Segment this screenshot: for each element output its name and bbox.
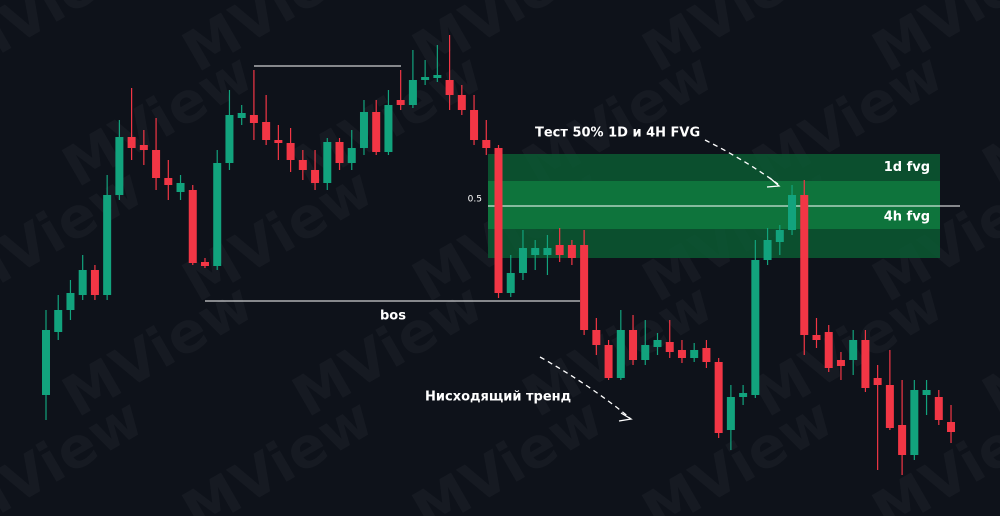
- candle-body: [885, 385, 894, 428]
- candle-body: [922, 390, 931, 395]
- candle-body: [555, 245, 564, 255]
- candle-body: [873, 378, 882, 385]
- candle-body: [262, 122, 271, 140]
- annotation: bos: [380, 309, 406, 324]
- candle-body: [543, 248, 552, 255]
- candle-body: [898, 425, 907, 455]
- candle-body: [433, 75, 442, 78]
- candle-body: [836, 360, 845, 366]
- candle-body: [714, 362, 723, 433]
- candle-body: [66, 293, 75, 310]
- candle-body: [152, 150, 161, 178]
- candle-body: [775, 230, 784, 242]
- candle-body: [677, 350, 686, 358]
- candle-body: [274, 140, 283, 143]
- candle-body: [408, 80, 417, 105]
- candle-body: [237, 113, 246, 118]
- candle-body: [947, 422, 956, 432]
- candle-body: [323, 142, 332, 183]
- candle-body: [641, 345, 650, 360]
- candle-body: [861, 340, 870, 388]
- candle-body: [580, 245, 589, 330]
- candle-body: [286, 143, 295, 160]
- zone-label: 1d fvg: [884, 160, 930, 175]
- candle-body: [653, 340, 662, 347]
- candle-body: [347, 148, 356, 163]
- candle-body: [531, 248, 540, 255]
- candle-body: [910, 390, 919, 455]
- candle-body: [616, 330, 625, 378]
- candle-body: [359, 112, 368, 148]
- candle-body: [824, 332, 833, 368]
- candle-body: [78, 270, 87, 295]
- annotation: Тест 50% 1D и 4H FVG: [535, 126, 700, 141]
- zone-label: 4h fvg: [884, 210, 930, 225]
- candle-body: [372, 112, 381, 152]
- candle-body: [225, 115, 234, 163]
- midline-label: 0.5: [468, 195, 482, 205]
- candle-body: [127, 137, 136, 148]
- candle-body: [457, 95, 466, 110]
- candle-body: [604, 345, 613, 378]
- candle-body: [396, 100, 405, 105]
- candle-body: [42, 330, 50, 395]
- candle-body: [482, 140, 491, 148]
- candle-body: [445, 80, 454, 95]
- candle-body: [788, 195, 797, 230]
- candle-body: [54, 310, 63, 332]
- candle-body: [690, 350, 699, 358]
- candle-body: [800, 195, 809, 335]
- candle-body: [849, 340, 858, 360]
- candle-body: [518, 248, 527, 273]
- candle-body: [176, 183, 185, 192]
- candle-body: [311, 170, 320, 183]
- candle-body: [702, 348, 711, 362]
- fvg-zone: [488, 181, 940, 229]
- candle-body: [139, 145, 148, 150]
- arrow-head: [618, 412, 633, 422]
- candle-body: [763, 240, 772, 260]
- candle-body: [188, 190, 197, 263]
- candle-body: [751, 260, 760, 395]
- candle-body: [90, 270, 99, 295]
- candle-body: [567, 245, 576, 258]
- candles: [42, 35, 956, 475]
- candle-body: [934, 397, 943, 420]
- candle-body: [213, 163, 222, 266]
- candle-body: [249, 115, 258, 123]
- candle-body: [629, 330, 638, 360]
- candle-body: [726, 397, 735, 430]
- candle-body: [384, 105, 393, 152]
- candle-body: [665, 342, 674, 352]
- candle-body: [115, 137, 124, 195]
- candle-body: [506, 273, 515, 293]
- candle-body: [335, 142, 344, 163]
- candle-body: [298, 160, 307, 170]
- candle-body: [421, 77, 430, 80]
- zones: 1d fvg 4h fvg 0.5: [468, 154, 960, 258]
- candle-body: [592, 330, 601, 345]
- candle-body: [103, 195, 112, 295]
- arrow-head: [766, 177, 781, 188]
- annotation: Нисходящий тренд: [425, 390, 571, 405]
- arrow: [539, 356, 631, 419]
- candle-body: [200, 262, 209, 266]
- candle-body: [470, 110, 479, 140]
- candle-body: [739, 393, 748, 397]
- candle-body: [164, 178, 173, 185]
- candle-body: [812, 335, 821, 340]
- candle-body: [494, 148, 503, 293]
